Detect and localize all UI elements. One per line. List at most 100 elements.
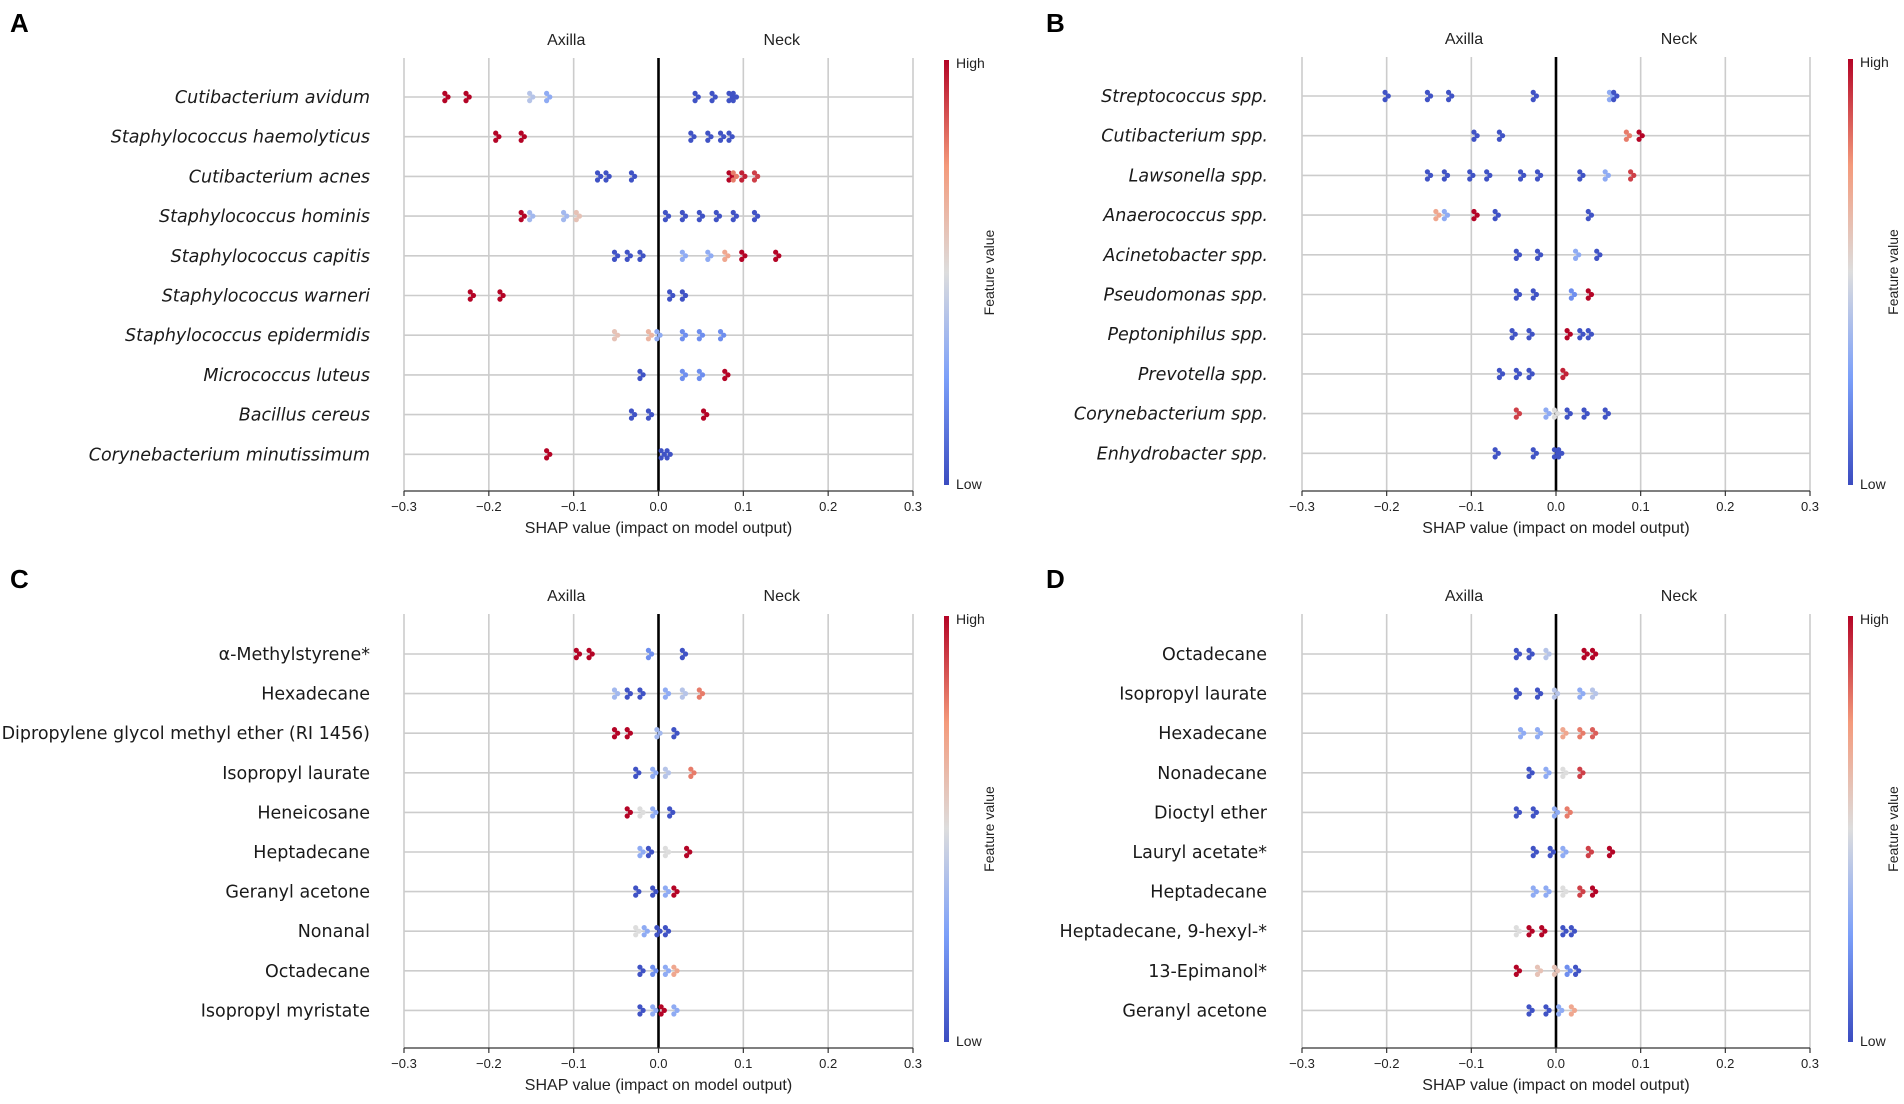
shap-point [1513, 255, 1519, 261]
shap-point [1512, 331, 1518, 337]
shap-point [1449, 93, 1455, 99]
shap-point [1533, 450, 1540, 456]
shap-point [1513, 248, 1519, 254]
shap-point [1577, 335, 1583, 341]
shap-point [671, 734, 677, 740]
shap-point [717, 336, 724, 342]
x-tick-label: −0.2 [1374, 499, 1400, 514]
shap-point [603, 177, 609, 183]
shap-point [1533, 849, 1540, 855]
shap-point [1513, 925, 1519, 931]
feature-points [1513, 288, 1595, 301]
shap-point [679, 368, 685, 374]
shap-point [679, 249, 685, 255]
shap-point [1382, 97, 1388, 103]
shap-point [649, 412, 655, 418]
x-tick-label: 0.2 [1716, 499, 1734, 514]
shap-point [1551, 407, 1557, 413]
feature-points [1424, 169, 1637, 182]
shap-point [696, 209, 702, 216]
shap-point [573, 647, 579, 654]
shap-point [1551, 813, 1557, 819]
shap-point [1556, 454, 1562, 460]
shap-point [1530, 295, 1536, 301]
shap-point [1628, 176, 1634, 182]
shap-point [1581, 407, 1587, 413]
shap-point [1385, 93, 1391, 99]
shap-point [1474, 133, 1480, 139]
shap-point [1567, 968, 1573, 974]
shap-point [670, 292, 676, 299]
shap-point [640, 372, 646, 378]
shap-point [1516, 252, 1523, 258]
shap-point [624, 734, 630, 740]
shap-point [662, 694, 668, 700]
shap-point [1576, 968, 1582, 974]
shap-point [1589, 694, 1596, 700]
shap-point [611, 694, 618, 700]
shap-point [1526, 1004, 1532, 1010]
shap-point [1585, 328, 1591, 334]
shap-point [733, 173, 740, 179]
shap-point [1584, 411, 1590, 417]
shap-point [674, 968, 680, 974]
shap-point [1445, 89, 1452, 95]
shap-point [1526, 367, 1532, 373]
shap-point [1499, 371, 1506, 377]
feature-label: Heneicosane [257, 803, 370, 823]
shap-point [1560, 766, 1566, 772]
shap-point [1530, 97, 1536, 103]
shap-point [739, 170, 745, 176]
shap-point [654, 329, 660, 335]
shap-point [721, 134, 727, 140]
shap-point [640, 691, 646, 697]
shap-point [564, 213, 570, 219]
x-tick-label: 0.0 [649, 1056, 667, 1071]
shap-point [603, 170, 609, 176]
feature-points [633, 925, 672, 938]
colorbar-title: Feature value [1885, 229, 1901, 315]
shap-point [730, 209, 736, 216]
feature-label: α-Methylstyrene* [219, 645, 371, 665]
shap-point [576, 651, 583, 657]
shap-point [725, 253, 731, 259]
shap-point [606, 173, 612, 179]
shap-point [1572, 971, 1579, 978]
shap-point [466, 94, 472, 100]
shap-point [776, 253, 782, 259]
shap-point [627, 809, 634, 816]
shap-point [667, 451, 673, 457]
shap-point [1580, 770, 1586, 776]
shap-point [527, 90, 533, 96]
shap-point [730, 98, 736, 104]
shap-point [1577, 694, 1583, 700]
shap-point [1560, 374, 1566, 381]
shap-point [1526, 655, 1532, 661]
shap-point [1614, 93, 1620, 99]
feature-points [1382, 89, 1620, 103]
shap-point [751, 217, 758, 223]
axilla-label: Axilla [547, 32, 585, 49]
shap-point [1584, 651, 1590, 657]
shap-point [665, 213, 672, 219]
shap-point [1516, 411, 1523, 417]
feature-points [637, 964, 680, 978]
neck-label: Neck [764, 588, 801, 605]
feature-points [573, 647, 689, 661]
shap-point [645, 329, 652, 335]
shap-point [682, 372, 689, 378]
feature-points [1513, 806, 1573, 819]
feature-label: Lauryl acetate* [1132, 843, 1267, 863]
shap-point [1543, 647, 1549, 654]
shap-point [1471, 129, 1477, 135]
shap-point [717, 130, 724, 136]
shap-point [1474, 212, 1480, 218]
shap-point [658, 455, 664, 461]
shap-point [671, 892, 677, 898]
feature-points [1509, 328, 1595, 341]
shap-point [742, 253, 748, 259]
shap-point [1564, 813, 1570, 819]
shap-point [1563, 770, 1569, 776]
shap-point [662, 766, 668, 772]
shap-point [1628, 169, 1634, 175]
